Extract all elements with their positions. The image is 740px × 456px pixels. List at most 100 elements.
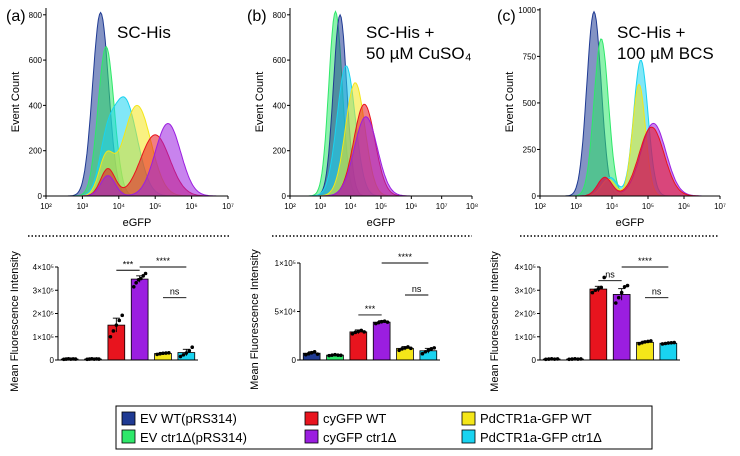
y-tick-label: 1×10⁵ <box>275 259 296 268</box>
data-point <box>187 348 192 353</box>
x-tick-label: 10² <box>534 202 546 211</box>
y-tick-label: 400 <box>273 101 287 110</box>
x-tick-label: 10⁴ <box>606 202 619 211</box>
y-tick-label: 600 <box>29 56 43 65</box>
data-point <box>167 350 171 355</box>
condition-title: SC-His + <box>617 23 686 42</box>
data-point <box>164 351 168 355</box>
y-axis-label: Event Count <box>10 72 22 133</box>
x-tick-label: 10⁷ <box>222 202 234 211</box>
data-point <box>114 323 119 327</box>
data-point <box>599 285 604 290</box>
legend-label: cyGFP ctr1Δ <box>323 430 397 445</box>
y-tick-label: 500 <box>523 99 537 108</box>
data-point <box>409 346 413 351</box>
y-tick-label: 250 <box>523 145 537 154</box>
x-tick-label: 10⁵ <box>642 202 654 211</box>
data-point <box>155 352 159 357</box>
y-tick-label: 600 <box>273 56 287 65</box>
x-tick-label: 10² <box>40 202 52 211</box>
data-point <box>403 346 407 350</box>
y-tick-label: 400 <box>29 101 43 110</box>
y-tick-label: 3×10⁵ <box>515 286 536 295</box>
panel-letter: (a) <box>6 8 26 25</box>
data-point <box>333 352 337 357</box>
y-tick-label: 800 <box>273 11 287 20</box>
significance-label: **** <box>638 256 653 266</box>
bar <box>349 331 368 361</box>
y-axis-label: Mean Fluorescence Intensity <box>489 251 501 392</box>
y-axis-label: Mean Fluorescence Intensity <box>9 251 21 392</box>
data-point <box>619 290 624 295</box>
y-tick-label: 1×10⁵ <box>515 333 536 342</box>
y-tick-label: 5×10⁴ <box>275 308 297 317</box>
condition-title: SC-His + <box>366 23 435 42</box>
data-point <box>306 351 311 356</box>
legend: EV WT(pRS314) EV ctr1Δ(pRS314) cyGFP WT … <box>115 405 653 450</box>
x-axis-label: eGFP <box>616 217 645 229</box>
data-point <box>406 345 410 349</box>
y-axis-label: Event Count <box>254 72 266 133</box>
data-point <box>117 318 122 323</box>
data-point <box>178 354 183 359</box>
legend-swatch <box>461 411 476 426</box>
bar <box>659 342 678 361</box>
y-tick-label: 750 <box>523 52 537 61</box>
y-tick-label: 2×10⁵ <box>33 310 54 319</box>
data-point <box>131 284 136 289</box>
data-point <box>376 320 381 325</box>
data-point <box>616 295 621 300</box>
data-point <box>111 329 116 333</box>
data-point <box>359 328 364 333</box>
x-tick-label: 10⁷ <box>436 202 448 211</box>
data-point <box>646 339 650 344</box>
data-point <box>350 332 355 336</box>
data-point <box>108 334 113 339</box>
data-point <box>637 341 641 346</box>
significance-label: *** <box>365 304 376 314</box>
x-tick-label: 10⁴ <box>344 202 357 211</box>
y-tick-label: 200 <box>29 147 43 156</box>
data-point <box>190 345 195 350</box>
data-point <box>373 321 378 326</box>
bar <box>372 321 391 361</box>
data-point <box>382 319 387 324</box>
data-point <box>593 288 598 293</box>
histogram-chart: 0 200 400 600 800 10² 10³ 10⁴ 10⁵ 10⁶ 10⁷ eGFP Event… <box>10 8 234 229</box>
data-point <box>161 351 165 356</box>
y-tick-label: 200 <box>273 147 287 156</box>
bar <box>589 288 608 361</box>
x-tick-label: 10⁶ <box>185 202 197 211</box>
data-point <box>625 283 630 288</box>
data-point <box>660 342 665 346</box>
data-point <box>666 341 671 345</box>
bar-chart: ns **** ns 0 1×10⁵ 2×10⁵ 3×10⁵ 4×10⁵ Mean Fluore… <box>489 251 680 392</box>
panel-letter: (b) <box>247 8 267 25</box>
x-axis-label: eGFP <box>123 217 152 229</box>
data-point <box>643 340 647 344</box>
y-tick-label: 0 <box>532 192 537 201</box>
data-point <box>622 284 627 289</box>
data-point <box>613 301 618 305</box>
significance-label: ns <box>170 287 180 297</box>
y-tick-label: 4×10⁵ <box>515 263 536 272</box>
x-tick-label: 10⁶ <box>678 202 690 211</box>
data-point <box>429 347 434 351</box>
significance-label: ns <box>652 287 662 297</box>
data-point <box>362 330 367 334</box>
legend-label: PdCTR1a-GFP ctr1Δ <box>480 430 602 445</box>
data-point <box>397 348 401 353</box>
data-point <box>184 351 189 355</box>
data-point <box>426 348 431 353</box>
histogram-area <box>290 116 472 197</box>
x-tick-label: 10³ <box>77 202 89 211</box>
y-tick-label: 0 <box>282 192 287 201</box>
legend-swatch <box>304 411 319 426</box>
legend-swatch <box>461 429 476 444</box>
data-point <box>356 329 361 334</box>
significance-label: ns <box>605 270 615 280</box>
x-tick-label: 10³ <box>315 202 327 211</box>
y-axis-label: Mean Fluorescence Intensity <box>249 249 261 390</box>
